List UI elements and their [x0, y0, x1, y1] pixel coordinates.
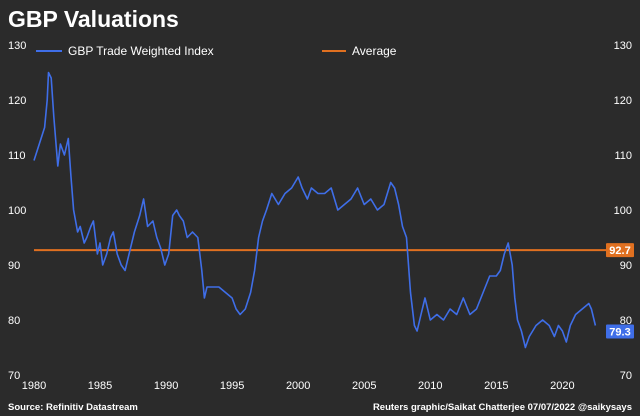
average-end-label: 92.7	[609, 245, 630, 257]
x-tick-label: 2000	[286, 380, 310, 392]
x-tick-label: 2010	[418, 380, 442, 392]
y-tick-label-left: 120	[8, 95, 26, 107]
y-tick-label-left: 110	[8, 150, 26, 162]
y-tick-label-left: 70	[8, 370, 20, 382]
gbp-trade-weighted-index-line	[33, 71, 597, 349]
average-end-badge-bg	[606, 243, 634, 258]
y-tick-label-right: 70	[620, 370, 632, 382]
y-tick-label-right: 110	[614, 150, 632, 162]
source-note: Source: Refinitiv Datastream	[8, 402, 138, 413]
y-tick-label-left: 90	[8, 260, 20, 272]
x-axis: 1980 1985 1990 1995 2000 2005 2010 2015 2020	[22, 380, 575, 392]
gbp-end-badge: 79.3	[606, 324, 634, 339]
x-tick-label: 2005	[352, 380, 376, 392]
y-tick-label-right: 90	[620, 260, 632, 272]
x-tick-label: 1995	[220, 380, 244, 392]
y-tick-label-left: 100	[8, 205, 26, 217]
chart-title: GBP Valuations	[8, 6, 179, 32]
x-tick-label: 2020	[550, 380, 574, 392]
gbp-end-label: 79.3	[609, 327, 630, 339]
y-tick-label-right: 120	[614, 95, 632, 107]
x-tick-label: 1980	[22, 380, 46, 392]
y-tick-label-right: 80	[620, 315, 632, 327]
gbp-end-badge-bg	[606, 324, 634, 339]
legend-label-gbp: GBP Trade Weighted Index	[68, 44, 214, 58]
legend: GBP Trade Weighted Index Average	[36, 44, 397, 58]
credit-note: Reuters graphic/Saikat Chatterjee 07/07/…	[373, 402, 632, 413]
x-tick-label: 2015	[484, 380, 508, 392]
y-axis-right: 130 120 110 100 90 80 70	[614, 40, 632, 382]
y-tick-label-left: 130	[8, 40, 26, 52]
y-tick-label-right: 130	[614, 40, 632, 52]
average-end-badge: 92.7	[606, 243, 634, 258]
y-tick-label-left: 80	[8, 315, 20, 327]
y-tick-label-right: 100	[614, 205, 632, 217]
x-tick-label: 1985	[88, 380, 112, 392]
x-tick-label: 1990	[154, 380, 178, 392]
y-axis-left: 130 120 110 100 90 80 70	[8, 40, 26, 382]
legend-label-average: Average	[352, 44, 397, 58]
